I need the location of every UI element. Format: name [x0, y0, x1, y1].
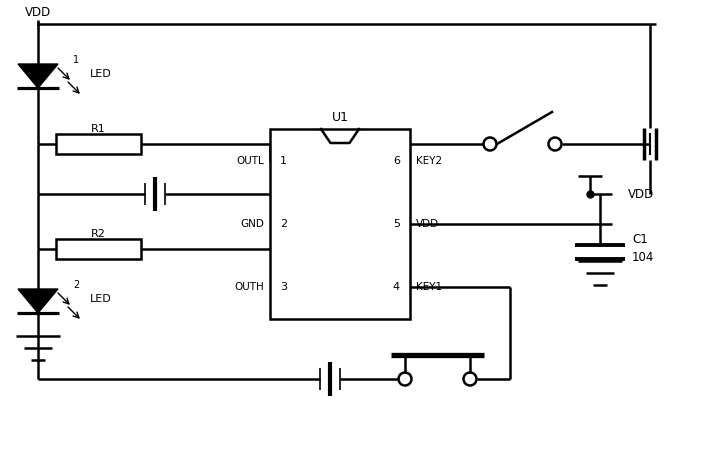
Text: C1: C1	[632, 233, 648, 245]
Text: 4: 4	[393, 282, 400, 292]
Text: R2: R2	[91, 229, 106, 239]
Text: 5: 5	[393, 219, 400, 229]
Text: OUTH: OUTH	[234, 282, 264, 292]
Text: VDD: VDD	[416, 219, 439, 229]
Text: 104: 104	[632, 250, 654, 264]
Text: 2: 2	[280, 219, 287, 229]
Bar	[56, 239, 141, 259]
Text: R1: R1	[91, 124, 106, 134]
Text: 2: 2	[73, 280, 79, 290]
Text: VDD: VDD	[25, 6, 51, 18]
Text: 1: 1	[280, 156, 287, 166]
Text: 6: 6	[393, 156, 400, 166]
Text: KEY1: KEY1	[416, 282, 442, 292]
Polygon shape	[18, 289, 58, 313]
Text: 3: 3	[280, 282, 287, 292]
Text: GND: GND	[240, 219, 264, 229]
Text: LED: LED	[90, 69, 112, 79]
Bar	[56, 134, 141, 154]
Bar	[270, 129, 410, 319]
Polygon shape	[18, 64, 58, 88]
Text: KEY2: KEY2	[416, 156, 442, 166]
Text: OUTL: OUTL	[236, 156, 264, 166]
Text: U1: U1	[331, 111, 348, 123]
Text: VDD: VDD	[628, 188, 654, 201]
Text: 1: 1	[73, 55, 79, 65]
Text: LED: LED	[90, 294, 112, 304]
